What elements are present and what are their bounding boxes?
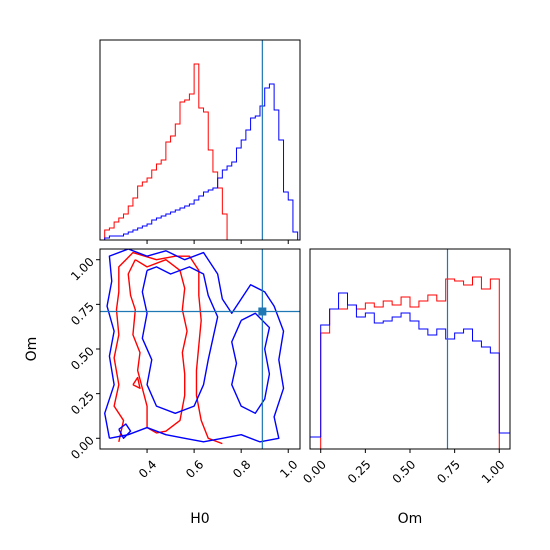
contour-line-2	[104, 249, 285, 443]
h0-tick-label-0: 0.4	[136, 457, 159, 480]
h0-axis-ticks: 0.4 0.6 0.8 1.0	[136, 449, 301, 481]
om-tick-label-0: 0.00	[68, 433, 97, 462]
om-histograms	[309, 276, 511, 449]
om-marginal-ticks: 0.00 0.25 0.50 0.75 1.00	[300, 449, 508, 486]
h0-tick-label-2: 0.8	[230, 457, 253, 480]
om-tick-label-3: 0.75	[68, 299, 97, 328]
om-marginal-tick-label-2: 0.50	[390, 457, 419, 486]
om-marginal-tick-label-3: 0.75	[434, 457, 463, 486]
om-marginal-tick-label-1: 0.25	[345, 457, 374, 486]
contour-line-1	[127, 259, 188, 434]
h0-om-contour-panel: 0.4 0.6 0.8 1.0 0.00 0.25 0.50 0.75 1.00 H0 Om	[24, 248, 301, 527]
om-tick-label-1: 0.25	[68, 389, 97, 418]
om-marginal-panel: 0.00 0.25 0.50 0.75 1.00 Om	[300, 248, 511, 527]
h0-histograms	[104, 63, 299, 240]
h0-marginal-frame	[99, 39, 301, 241]
contour-line-6	[132, 376, 141, 389]
h0-axis-label: H0	[190, 511, 209, 527]
histogram-series-1	[104, 83, 299, 240]
truth-point	[258, 307, 267, 316]
contour-frame	[99, 248, 301, 450]
h0-om-truth-marker	[100, 249, 300, 449]
contour-line-5	[118, 423, 132, 439]
histogram-series-0	[104, 63, 228, 240]
om-axis-label: Om	[24, 337, 40, 362]
om-marginal-tick-label-4: 1.00	[479, 457, 508, 486]
h0-marginal-panel	[99, 39, 301, 244]
h0-marginal-ticks	[146, 240, 289, 244]
contour-lines	[104, 249, 285, 445]
om-marginal-axis-label: Om	[398, 511, 423, 527]
om-marginal-frame	[309, 248, 511, 450]
contour-line-3	[141, 266, 219, 414]
om-marginal-tick-label-0: 0.00	[300, 457, 329, 486]
h0-tick-label-3: 1.0	[277, 457, 300, 480]
om-axis-ticks: 0.00 0.25 0.50 0.75 1.00	[68, 255, 100, 462]
contour-line-4	[231, 312, 271, 414]
om-tick-label-4: 1.00	[68, 255, 97, 284]
h0-tick-label-1: 0.6	[183, 457, 206, 480]
om-tick-label-2: 0.50	[68, 344, 97, 373]
histogram-series-1	[309, 292, 511, 449]
contour-line-0	[113, 251, 223, 445]
